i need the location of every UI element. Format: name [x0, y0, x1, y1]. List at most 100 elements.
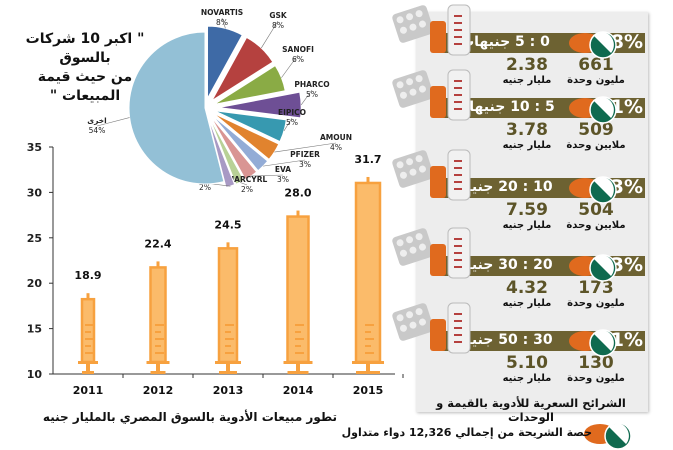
syringe-flange	[78, 361, 98, 364]
bottle-scale	[454, 160, 462, 162]
bottle-scale	[454, 80, 462, 82]
syringe-mark	[225, 324, 234, 326]
syringe-mark	[85, 331, 91, 333]
pie-title: " اكبر 10 شركات بالسوق من حيث قيمة المبي…	[20, 30, 150, 106]
y-tick-label: 15	[27, 323, 42, 336]
bar-value-label: 24.5	[214, 218, 241, 231]
pie-slice-value: 5%	[286, 118, 298, 127]
syringe-mark	[365, 352, 374, 354]
segment-units-label: مليون وحدة	[567, 373, 625, 384]
segment-units: 130	[578, 353, 614, 373]
pie-slice-value: 3%	[299, 160, 311, 169]
pie-leader-line	[274, 142, 337, 153]
bottle-scale	[454, 15, 462, 17]
blister-pill	[396, 16, 404, 24]
blister-pill	[406, 236, 414, 244]
blister-pill	[418, 243, 426, 251]
x-tick-label: 2012	[143, 384, 174, 397]
pill-white-half	[593, 330, 614, 351]
pie-slice	[208, 116, 245, 185]
pie-slice	[207, 117, 236, 189]
syringe-plunger	[296, 364, 300, 372]
blister-pill	[418, 85, 426, 93]
segment-value-label: مليار جنيه	[502, 298, 552, 309]
blister-pill	[415, 155, 423, 163]
blister-pill	[406, 13, 414, 21]
segment-value-label: مليار جنيه	[502, 220, 552, 231]
medicine-icon-group	[392, 227, 617, 282]
syringe-mark	[225, 338, 234, 340]
bar-value-label: 18.9	[74, 269, 101, 282]
pie-leader-line	[96, 117, 130, 127]
medicine-icon-group	[392, 149, 617, 204]
blister-pill	[396, 81, 404, 89]
pie-slice	[210, 115, 258, 181]
pie-leader-line	[283, 117, 293, 132]
pie-slice-value: 54%	[89, 126, 106, 135]
segment-units: 504	[578, 200, 614, 220]
syringe-plunger	[156, 364, 160, 372]
blister-pill	[399, 91, 407, 99]
pie-slice-value: 8%	[216, 18, 228, 27]
syringe-mark	[295, 345, 301, 347]
syringe-flange	[352, 361, 384, 364]
blister-pill	[409, 23, 417, 31]
segment-units: 173	[578, 278, 614, 298]
syringe-mark	[85, 338, 94, 340]
bottle-scale	[454, 238, 462, 240]
pie-slice	[206, 25, 243, 99]
bottle-scale	[454, 94, 462, 96]
bottle-scale	[454, 327, 462, 329]
medicine-icon-group	[392, 4, 617, 59]
pie-slice-label: EIPICO	[278, 108, 306, 117]
syringe-mark	[225, 352, 234, 354]
y-tick-label: 30	[27, 186, 43, 199]
syringe-plunger	[226, 364, 230, 372]
syringe-mark	[155, 324, 164, 326]
syringe-mark	[225, 331, 231, 333]
syringe-plunger	[86, 364, 90, 372]
pie-slice-value: 4%	[330, 143, 342, 152]
y-tick-label: 10	[27, 368, 43, 381]
segment-range: 0 : 5 جنيهات	[460, 34, 550, 50]
pill-white-half	[608, 423, 629, 444]
blister-pill	[409, 321, 417, 329]
pill-white-half	[593, 97, 614, 118]
pie-slice-value: 5%	[306, 90, 318, 99]
blister-pill	[409, 246, 417, 254]
blister-pill	[399, 324, 407, 332]
blister-pill	[418, 20, 426, 28]
syringe-mark	[155, 331, 161, 333]
segment-units-label: ملايين وحدة	[566, 220, 626, 231]
segment-units-label: ملايين وحدة	[566, 140, 626, 151]
syringe-mark	[85, 345, 91, 347]
x-tick-label: 2011	[73, 384, 104, 397]
segment-value: 5.10	[506, 353, 548, 373]
blister-pill	[415, 75, 423, 83]
pie-slice-label: PHARCO	[294, 80, 329, 89]
segment-value: 3.78	[506, 120, 548, 140]
syringe-mark	[295, 331, 301, 333]
bottle-scale	[454, 87, 462, 89]
pie-slice	[211, 36, 274, 102]
x-tick-label: 2015	[353, 384, 384, 397]
spray-bottle-icon	[430, 244, 446, 276]
syringe-bar	[146, 261, 170, 374]
pie-slice-label: اخرى	[87, 116, 107, 125]
blister-pill	[409, 168, 417, 176]
syringe-mark	[155, 352, 164, 354]
pie-slice-label: NOVARTIS	[201, 8, 243, 17]
syringe-mark	[365, 338, 374, 340]
segment-units-label: مليون وحدة	[567, 298, 625, 309]
pie-leader-line	[263, 159, 306, 167]
spray-bottle-icon	[430, 86, 446, 118]
bottle-scale	[454, 167, 462, 169]
syringe-plunger-head	[219, 371, 237, 374]
x-tick-label: 2013	[213, 384, 244, 397]
syringe-mark	[85, 324, 94, 326]
syringe-mark	[365, 331, 371, 333]
syringe-mark	[365, 324, 374, 326]
